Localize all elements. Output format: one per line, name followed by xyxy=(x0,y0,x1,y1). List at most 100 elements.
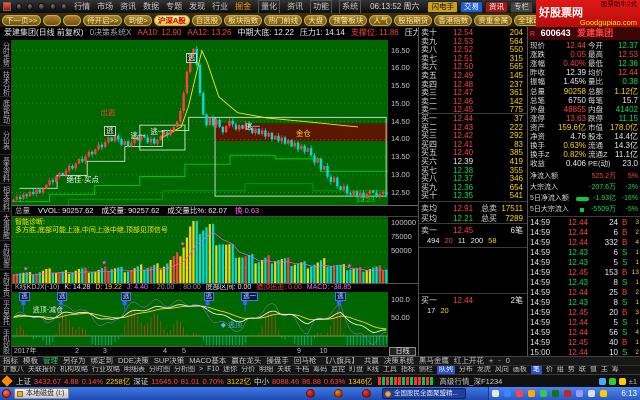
view-tab-监控[interactable]: 监控 xyxy=(331,366,346,373)
quick-button-资讯[interactable]: 资讯 xyxy=(484,0,508,13)
indicator-tab-赢在龙头[interactable]: 赢在龙头 xyxy=(231,356,262,365)
order-book-row[interactable]: 买一 12.44 37 xyxy=(419,114,527,123)
window-button-icon[interactable] xyxy=(38,3,45,10)
order-book-row[interactable]: 买二 12.43 222 xyxy=(419,123,527,132)
menu-item-专题[interactable]: 专题 xyxy=(166,1,183,11)
quick-button-闪电手[interactable]: 闪电手 xyxy=(427,0,458,13)
order-book-row[interactable]: 买九 12.36 654 xyxy=(419,183,527,192)
view-tab-F10[interactable]: F10 xyxy=(207,366,220,373)
view-tab-画板[interactable]: 画板 xyxy=(512,366,527,373)
view-tab-组[interactable]: 组 xyxy=(556,366,564,373)
window-button-icon[interactable] xyxy=(15,3,23,10)
view-tab-龙虎[interactable]: 龙虎 xyxy=(476,366,491,373)
view-tab-扩散八[interactable]: 扩散八 xyxy=(3,366,24,373)
status-tray-icon[interactable] xyxy=(608,377,616,385)
status-tray-icon[interactable] xyxy=(598,377,606,385)
toolbar-button-下一页>>[interactable]: 下一页>> xyxy=(2,14,42,26)
menu-item-掘金[interactable]: 掘金 xyxy=(235,1,252,11)
indicator-tab--[interactable]: - xyxy=(498,356,501,365)
indicator-tab-回马枪[interactable]: 回马枪 xyxy=(293,356,317,365)
window-button-icon[interactable] xyxy=(60,3,68,10)
menu-item-市场[interactable]: 市场 xyxy=(97,1,114,11)
taskbar-disk-button[interactable]: 本地磁盘 (I:) xyxy=(14,388,69,399)
view-tab-明细[interactable]: 明细 xyxy=(259,366,274,373)
toolbar-button-▼[interactable]: ▼ xyxy=(43,14,62,26)
period-button[interactable]: 日线 xyxy=(389,347,416,356)
order-book-row[interactable]: 买五 12.40 385 xyxy=(419,148,527,157)
indicator-tab-DDE决策[interactable]: DDE决策 xyxy=(118,356,149,365)
side-tab-大事提醒[interactable]: 大事提醒 xyxy=(0,212,11,242)
menu-item-资讯[interactable]: 资讯 xyxy=(120,1,137,11)
side-tab-平台委托[interactable]: 平台委托 xyxy=(0,299,11,328)
order-book-row[interactable]: 买七 12.38 355 xyxy=(419,166,527,175)
toolbar-button-人气[interactable]: 人气 xyxy=(369,14,393,26)
view-tab-筹码[interactable]: 筹码 xyxy=(313,366,328,373)
toolbar-button-自选股[interactable]: 自选股 xyxy=(191,14,223,26)
order-book-row[interactable]: 卖八 12.52 550 xyxy=(419,45,527,54)
toolbar-button-股指期货[interactable]: 股指期货 xyxy=(394,14,433,26)
view-tab-关联报价[interactable]: 关联报价 xyxy=(28,366,56,373)
view-tab->[interactable]: > xyxy=(199,366,204,373)
toolbar-button-沪深A股[interactable]: 沪深A股 xyxy=(153,14,190,26)
view-tab-筹[interactable]: 筹 xyxy=(611,366,619,373)
indicator-tab-模板[interactable]: 模板 xyxy=(23,356,38,365)
indicator-tab-红上开花[interactable]: 红上开花 xyxy=(453,356,484,365)
order-book-row[interactable]: 卖四 12.48 237 xyxy=(419,80,527,89)
side-tab-东财主页[interactable]: 东财主页 xyxy=(0,270,11,299)
view-tab-侧栏[interactable]: 侧栏 xyxy=(418,366,433,373)
indicator-tab-【八旗兵】[interactable]: 【八旗兵】 xyxy=(321,356,359,365)
tray-icon[interactable] xyxy=(492,390,499,397)
view-tab-关联[interactable]: 关联 xyxy=(277,366,292,373)
window-button-icon[interactable] xyxy=(27,3,34,10)
view-tab-联[interactable]: 联 xyxy=(578,366,586,373)
order-book-row[interactable]: 卖三 12.47 361 xyxy=(419,88,527,97)
indicator-tab-0[interactable]: 0 xyxy=(505,356,510,365)
view-tab-队列[interactable]: 队列 xyxy=(436,366,455,374)
menu-item-行业[interactable]: 行业 xyxy=(212,1,229,11)
menu-item-系统[interactable]: 系统 xyxy=(339,0,362,14)
order-book-row[interactable]: 买八 12.37 346 xyxy=(419,174,527,183)
view-tab-指标[interactable]: 指标 xyxy=(400,366,415,373)
view-tab-分价[interactable]: 分价 xyxy=(241,366,256,373)
order-book-row[interactable]: 卖七 12.51 315 xyxy=(419,54,527,63)
main-candlestick-chart[interactable] xyxy=(12,40,388,205)
view-tab-盯盘[interactable]: 盯盘 xyxy=(349,366,364,373)
side-tab-分时走势[interactable]: 分时走势 xyxy=(0,40,11,69)
side-tab-底部启动[interactable]: 底部启动 xyxy=(0,97,11,127)
menu-item-资讯[interactable]: 资讯 xyxy=(287,1,304,11)
order-book-row[interactable]: 买六 12.39 419 xyxy=(419,157,527,166)
taskbar-task-button[interactable]: 全国股民全面聚盟精... xyxy=(382,388,466,399)
indicator-tab-决策系统[interactable]: 决策系统 xyxy=(383,356,414,365)
indicator-tab-操盘手[interactable]: 操盘手 xyxy=(266,356,289,365)
index-name[interactable]: 深证 xyxy=(133,376,149,386)
ad-banner[interactable]: 股票助牛2式 好股票网 Goodgupiao.com xyxy=(536,0,640,27)
toolbar-button-大盘[interactable]: 大盘 xyxy=(304,14,328,26)
status-tray-icon[interactable] xyxy=(618,377,626,385)
tray-icon[interactable] xyxy=(504,390,511,397)
queue-head[interactable]: 卖一 12.45 6笔 xyxy=(419,226,527,235)
order-book-row[interactable]: 卖一 12.45 775 xyxy=(419,105,527,114)
menu-item-量化[interactable]: 量化 xyxy=(258,0,281,14)
tray-icon[interactable] xyxy=(528,390,535,397)
indicator-tab-MACD基本[interactable]: MACD基本 xyxy=(189,356,227,365)
indicator-tab-管理[interactable]: 管理 xyxy=(43,356,58,365)
taskbar-launch-icon[interactable] xyxy=(334,389,343,398)
order-book-row[interactable]: 卖二 12.46 142 xyxy=(419,97,527,106)
order-book-row[interactable]: 买十 12.35 541 xyxy=(419,191,527,200)
volume-chart[interactable] xyxy=(12,217,388,283)
view-tab-值[interactable]: 值 xyxy=(589,366,597,373)
menu-item-发现[interactable]: 发现 xyxy=(189,1,206,11)
view-tab-势[interactable]: 势 xyxy=(567,366,575,373)
menu-item-数据[interactable]: 数据 xyxy=(143,1,160,11)
view-tab-工具[interactable]: 工具 xyxy=(382,366,397,373)
oscillator-chart[interactable] xyxy=(12,292,388,346)
toolbar-button-板块指数[interactable]: 板块指数 xyxy=(224,14,263,26)
indicator-tab-+[interactable]: + xyxy=(488,356,494,365)
indicator-tab-SUP决策[interactable]: SUP决策 xyxy=(153,356,185,365)
quick-button-专栏[interactable]: 专栏 xyxy=(509,0,533,13)
view-tab-迷你[interactable]: 迷你 xyxy=(223,366,238,373)
tray-icon[interactable] xyxy=(516,390,523,397)
side-tab-基本资料[interactable]: 基本资料 xyxy=(0,155,11,184)
toolbar-button-贵重金属[interactable]: 贵重金属 xyxy=(474,14,513,26)
toolbar-button-预警板块[interactable]: 预警板块 xyxy=(329,14,368,26)
